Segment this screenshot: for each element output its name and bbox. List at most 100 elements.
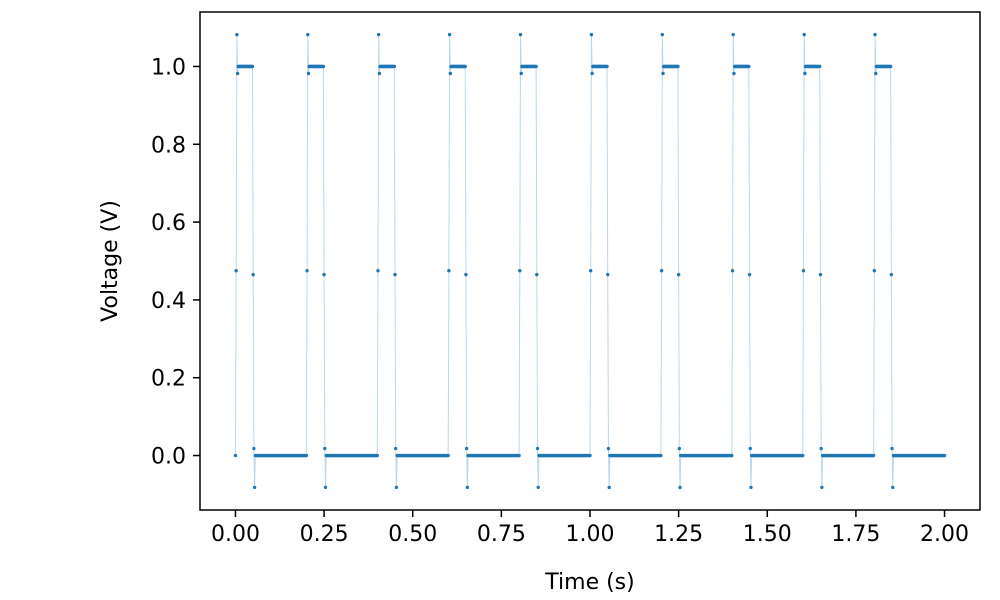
- data-point: [465, 485, 470, 490]
- y-tick-label: 0.6: [151, 211, 186, 236]
- data-point: [394, 446, 398, 451]
- data-point: [306, 71, 311, 76]
- data-point: [394, 485, 399, 490]
- y-tick-label: 0.8: [151, 133, 186, 158]
- data-point: [589, 32, 594, 37]
- data-point: [803, 71, 807, 76]
- data-point: [376, 32, 381, 37]
- data-point: [730, 269, 735, 273]
- data-point: [730, 453, 734, 458]
- data-point: [748, 446, 752, 451]
- data-point: [252, 485, 257, 490]
- data-point: [517, 453, 521, 458]
- y-tick-label: 1.0: [151, 55, 186, 80]
- data-point: [323, 446, 327, 451]
- y-axis-ticks: 0.0 0.2 0.4 0.6 0.8 1.0: [151, 55, 200, 470]
- data-point: [818, 64, 822, 69]
- data-point: [535, 446, 540, 451]
- data-point: [448, 71, 453, 76]
- data-point: [463, 64, 467, 69]
- data-point: [235, 32, 239, 37]
- data-point: [234, 269, 238, 273]
- data-point: [393, 272, 397, 277]
- data-point: [535, 272, 539, 277]
- data-point: [447, 269, 451, 273]
- data-point: [323, 485, 328, 490]
- data-point: [518, 32, 523, 37]
- data-point: [818, 272, 823, 277]
- x-tick-label: 0.00: [211, 522, 260, 547]
- data-point: [464, 272, 468, 277]
- data-point: [871, 453, 876, 458]
- data-point: [589, 269, 593, 273]
- x-axis-label: Time (s): [544, 570, 634, 595]
- plot-background: [200, 12, 980, 510]
- data-point: [659, 453, 663, 458]
- data-point: [891, 485, 895, 490]
- data-point: [749, 485, 753, 490]
- data-point: [392, 64, 396, 69]
- data-point: [677, 446, 682, 451]
- data-point: [605, 64, 609, 69]
- data-point: [801, 453, 805, 458]
- data-point: [447, 32, 452, 37]
- data-point: [235, 71, 240, 76]
- data-point: [321, 64, 326, 69]
- data-point: [676, 272, 681, 277]
- data-point: [872, 269, 877, 273]
- data-point: [660, 32, 665, 37]
- data-point: [251, 272, 255, 277]
- x-tick-label: 0.25: [300, 522, 349, 547]
- data-point: [661, 71, 665, 76]
- data-point: [446, 453, 450, 458]
- y-tick-label: 0.2: [151, 367, 186, 392]
- y-axis-label: Voltage (V): [98, 200, 123, 322]
- data-point: [890, 446, 894, 451]
- data-point: [519, 71, 523, 76]
- data-point: [801, 269, 806, 273]
- data-point: [607, 485, 611, 490]
- y-tick-label: 0.4: [151, 289, 186, 314]
- data-point: [588, 453, 592, 458]
- data-point: [250, 64, 255, 69]
- data-point: [252, 446, 256, 451]
- x-tick-label: 2.00: [920, 522, 969, 547]
- data-point: [606, 446, 611, 451]
- data-point: [889, 272, 894, 277]
- data-point: [873, 32, 877, 37]
- data-point: [820, 485, 824, 490]
- data-point: [678, 485, 682, 490]
- x-axis-ticks: 0.00 0.25 0.50 0.75 1.00 1.25 1.50 1.75 2.00: [211, 510, 969, 547]
- data-point: [305, 269, 309, 273]
- data-point: [888, 64, 893, 69]
- data-point: [377, 71, 382, 76]
- data-point: [534, 64, 538, 69]
- data-point: [874, 71, 878, 76]
- plot-frame: [199, 11, 981, 511]
- x-tick-label: 1.25: [654, 522, 703, 547]
- data-point: [536, 485, 540, 490]
- data-point: [590, 71, 594, 76]
- data-point: [659, 269, 664, 273]
- data-point: [304, 453, 309, 458]
- data-point: [518, 269, 522, 273]
- y-tick-label: 0.0: [151, 445, 186, 470]
- data-point: [306, 32, 310, 37]
- data-point: [732, 71, 736, 76]
- data-point: [731, 32, 735, 37]
- series-group: [233, 32, 947, 490]
- x-tick-label: 0.75: [477, 522, 526, 547]
- x-tick-label: 0.50: [388, 522, 437, 547]
- data-point: [747, 64, 751, 69]
- data-point: [464, 446, 469, 451]
- data-point: [233, 453, 238, 458]
- data-point: [819, 446, 823, 451]
- x-tick-label: 1.00: [566, 522, 615, 547]
- data-point: [747, 272, 752, 277]
- data-point: [676, 64, 680, 69]
- data-point: [376, 269, 380, 273]
- x-tick-label: 1.75: [831, 522, 880, 547]
- data-point: [942, 453, 947, 458]
